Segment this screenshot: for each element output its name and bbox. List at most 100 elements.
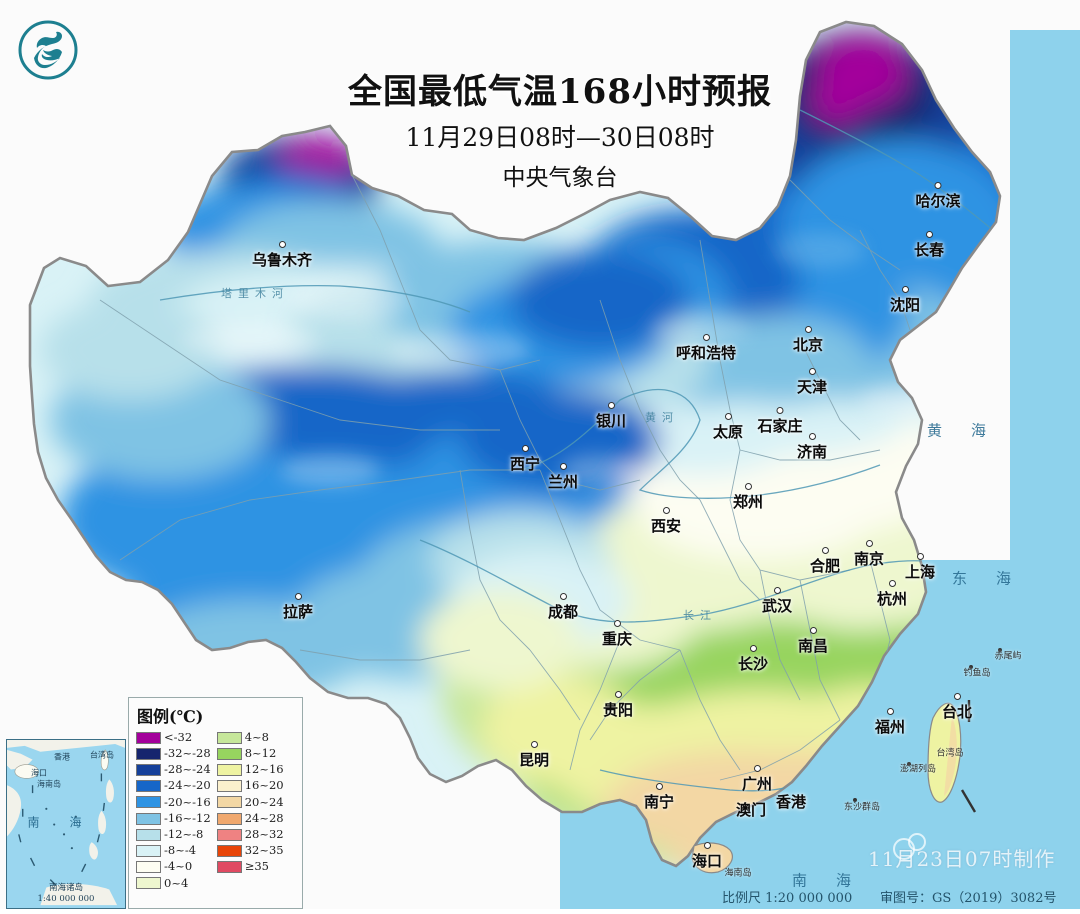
city-name: 昆明 [518,751,550,769]
city-name: 长春 [913,241,945,259]
city-name: 台北 [941,703,973,721]
island-label: 澎湖列岛 [899,764,937,775]
city-marker-dot [901,286,909,293]
legend-label: 16~20 [244,778,284,793]
city-marker-dot [278,241,286,248]
city-marker-dot [614,691,622,698]
legend-label: ≥35 [244,859,269,874]
watermark-circle-2 [908,833,926,851]
legend-label: <-32 [164,729,193,744]
city-label: 南宁 [644,783,674,812]
legend-swatch [216,828,242,841]
legend-swatch [216,844,242,857]
city-name: 香港 [775,793,807,811]
inset-place-label: 海口 [31,768,47,778]
legend-row: 12~16 [216,762,284,777]
legend-label: -20~-16 [164,794,211,809]
inset-place-label: 海南岛 [37,779,61,789]
city-name: 南昌 [797,637,829,655]
city-marker-dot [888,580,896,587]
island-label: 海南岛 [724,868,752,879]
city-label: 武汉 [762,587,792,616]
legend-label: -28~-24 [164,762,211,777]
city-marker-dot [865,540,873,547]
legend-label: 20~24 [244,794,284,809]
legend-label: 8~12 [244,746,277,761]
city-name: 郑州 [732,493,764,511]
city-name: 哈尔滨 [915,192,961,210]
island-label: 台湾岛 [936,748,964,759]
island-label: 钓鱼岛 [963,668,991,679]
city-label: 石家庄 [757,407,803,436]
legend-row: -28~-24 [136,762,211,777]
city-name: 成都 [547,603,579,621]
inset-note: 南海诸岛 [48,883,84,893]
city-name: 兰州 [547,473,579,491]
city-label: 沈阳 [890,286,920,315]
city-name: 北京 [792,336,824,354]
city-marker-dot [655,783,663,790]
sea-label: 南 海 [791,871,859,890]
city-label: 乌鲁木齐 [252,241,312,270]
city-name: 海口 [691,852,723,870]
legend-swatch [136,747,161,760]
legend-label: 4~8 [244,729,269,744]
city-label: 福州 [875,708,905,737]
city-marker-dot [559,593,567,600]
city-marker-dot [521,445,529,452]
province-boundaries [99,174,911,781]
legend-row: 28~32 [216,827,284,842]
city-marker-dot [808,368,816,375]
city-label: 广州 [742,765,772,794]
city-name: 济南 [796,443,828,461]
city-marker-dot [607,402,615,409]
rivers [159,109,996,792]
legend-label: 0~4 [164,875,189,890]
city-label: 杭州 [877,580,907,609]
city-label: 济南 [797,433,827,462]
legend-swatch [216,861,242,874]
city-name: 乌鲁木齐 [251,251,313,269]
legend-panel: 图例(℃) <-32 -32~-28 -28~-24 -24~-20 -20~-16 -1… [128,697,303,909]
map-footer: 比例尺 1:20 000 000 审图号：GS（2019）3082号 [0,886,1080,908]
legend-row: -20~-16 [136,795,211,810]
legend-row: -4~0 [136,860,211,875]
city-marker-dot [804,326,812,333]
legend-row: 0~4 [136,876,211,891]
city-label: 天津 [797,368,827,397]
legend-swatch [216,763,242,776]
city-label: 昆明 [519,741,549,770]
city-marker-dot [530,741,538,748]
river-label: 塔里木河 [221,287,289,300]
legend-label: -24~-20 [164,778,211,793]
legend-column-warm: 4~8 8~12 12~16 16~20 20~24 24~28 28~32 32~35 ≥35 [216,729,284,891]
city-label: 香港 [776,791,806,812]
inset-sea-label: 南 海 [27,815,91,830]
city-marker-dot [753,765,761,772]
legend-label: -4~0 [164,859,193,874]
inset-scale-text: 1:40 000 000 [37,894,95,904]
city-marker-dot [809,627,817,634]
city-name: 沈阳 [889,296,921,314]
legend-label: -16~-12 [164,810,211,825]
city-label: 海口 [692,842,722,871]
island-dots [853,648,1002,802]
legend-label: 12~16 [244,762,284,777]
city-marker-dot [953,693,961,700]
city-marker-dot [559,463,567,470]
legend-row: 8~12 [216,746,284,761]
city-name: 石家庄 [757,417,803,435]
river-label: 黄河 [645,411,679,424]
city-label: 长春 [914,231,944,260]
sea-label: 东 海 [951,569,1019,588]
legend-label: 24~28 [244,810,284,825]
legend-swatch [136,763,161,776]
cma-dragon-logo [18,20,78,80]
city-marker-dot [703,842,711,849]
legend-swatch [136,780,161,793]
scale-text: 比例尺 1:20 000 000 [722,891,853,906]
legend-row: -24~-20 [136,779,211,794]
legend-row: 24~28 [216,810,284,826]
city-marker-dot [662,507,670,514]
